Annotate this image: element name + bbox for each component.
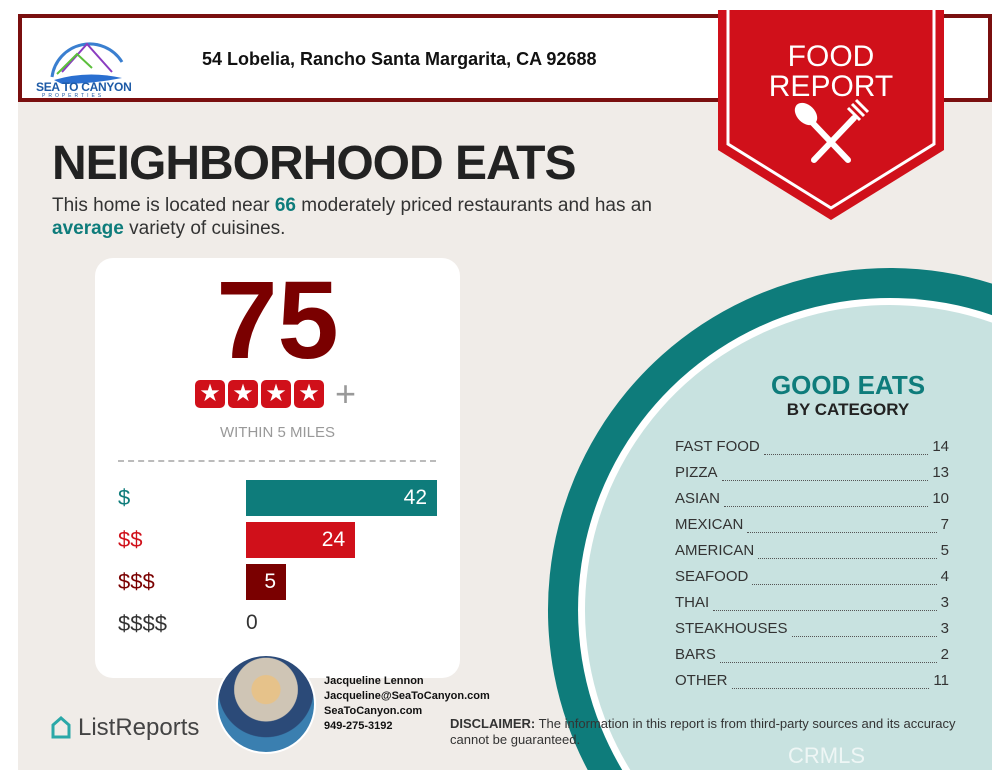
dot-leader: [713, 609, 937, 611]
score-card: 75 ★ ★ ★ ★ + WITHIN 5 MILES $42 $$ 24 $$$ 5 $…: [95, 258, 460, 678]
disclaimer: DISCLAIMER: The information in this repo…: [450, 716, 956, 747]
crmls-watermark: CRMLS: [788, 743, 866, 768]
category-name: THAI: [675, 594, 710, 611]
agent-phone[interactable]: 949-275-3192: [324, 720, 393, 732]
category-item: BARS 2: [675, 646, 949, 672]
price-bar-row: $$$$ 0: [118, 606, 438, 642]
category-item: SEAFOOD 4: [675, 568, 949, 594]
category-count: 2: [940, 646, 949, 663]
category-count: 3: [940, 620, 949, 637]
price-tier-label: $$: [118, 527, 143, 552]
category-item: FAST FOOD 14: [675, 438, 949, 464]
dot-leader: [791, 635, 937, 637]
star-icon: ★: [195, 380, 225, 408]
dot-leader: [724, 505, 929, 507]
logo-subtext: PROPERTIES: [42, 93, 105, 99]
page-title: NEIGHBORHOOD EATS: [52, 137, 576, 190]
dot-leader: [763, 453, 929, 455]
category-count: 4: [940, 568, 949, 585]
price-bar-row: $$ 24: [118, 522, 438, 558]
sea-to-canyon-logo: [50, 42, 124, 84]
category-count: 10: [932, 490, 949, 507]
price-tier-label: $$$: [118, 569, 155, 594]
category-item: MEXICAN 7: [675, 516, 949, 542]
category-item: THAI 3: [675, 594, 949, 620]
category-count: 3: [940, 594, 949, 611]
property-address: 54 Lobelia, Rancho Santa Margarita, CA 9…: [202, 49, 597, 69]
category-item: ASIAN 10: [675, 490, 949, 516]
circle-inner-fill: [584, 305, 992, 770]
category-name: AMERICAN: [675, 542, 755, 559]
category-count: 13: [932, 464, 949, 481]
intro-text: This home is located near 66 moderately …: [52, 195, 652, 239]
restaurant-score: 75: [216, 259, 339, 382]
dot-leader: [721, 479, 929, 481]
price-bar: 5: [246, 564, 286, 600]
category-count: 14: [932, 438, 949, 455]
star-icon: ★: [228, 380, 258, 408]
category-name: ASIAN: [675, 490, 721, 507]
price-tier-label: $$$$: [118, 611, 167, 636]
category-item: STEAKHOUSES 3: [675, 620, 949, 646]
category-name: MEXICAN: [675, 516, 744, 533]
listreports-icon: [51, 716, 71, 739]
dot-leader: [752, 583, 937, 585]
category-name: PIZZA: [675, 464, 718, 481]
plus-icon: +: [335, 373, 357, 414]
within-label: WITHIN 5 MILES: [219, 424, 335, 441]
dot-leader: [731, 687, 930, 689]
price-bar: 42: [246, 480, 437, 516]
category-name: STEAKHOUSES: [675, 620, 788, 637]
price-bar-value: 0: [246, 611, 258, 634]
listreports-logo: ListReports: [50, 714, 199, 742]
divider: [118, 460, 436, 462]
category-count: 11: [933, 672, 949, 689]
category-count: 7: [940, 516, 949, 533]
logo-text: SEA TO CANYON: [36, 80, 132, 94]
category-item: AMERICAN 5: [675, 542, 949, 568]
price-tier-label: $: [118, 485, 131, 510]
good-eats-subtitle: BY CATEGORY: [786, 400, 910, 419]
price-bar-row: $$$ 5: [118, 564, 438, 600]
category-name: SEAFOOD: [675, 568, 749, 585]
agent-info: Jacqueline Lennon Jacqueline@SeaToCanyon…: [324, 674, 490, 734]
dot-leader: [747, 531, 937, 533]
agent-website[interactable]: SeaToCanyon.com: [324, 705, 423, 717]
category-name: OTHER: [675, 672, 728, 689]
food-report-banner: [718, 10, 944, 220]
good-eats-circle: [547, 268, 992, 770]
category-item: OTHER 11: [675, 672, 949, 698]
spoon-fork-icon: [805, 115, 857, 163]
agent-photo: [216, 654, 316, 754]
star-icon: ★: [261, 380, 291, 408]
star-icon: ★: [294, 380, 324, 408]
category-count: 5: [940, 542, 949, 559]
category-list: FAST FOOD 14 PIZZA 13 ASIAN 10 MEXICAN 7 AMERICA…: [675, 438, 949, 698]
category-name: FAST FOOD: [675, 438, 760, 455]
food-report-title: FOOD REPORT: [768, 40, 894, 103]
good-eats-title: GOOD EATS: [770, 370, 926, 400]
price-bar-row: $42: [118, 480, 438, 516]
category-name: BARS: [675, 646, 716, 663]
price-bar: 24: [246, 522, 356, 558]
category-item: PIZZA 13: [675, 464, 949, 490]
dot-leader: [758, 557, 937, 559]
dot-leader: [719, 661, 937, 663]
report-page: SEA TO CANYON PROPERTIES 54 Lobelia, Ran…: [18, 10, 992, 770]
star-rating: ★ ★ ★ ★ +: [195, 373, 357, 414]
agent-name: Jacqueline Lennon: [324, 675, 424, 687]
agent-email[interactable]: Jacqueline@SeaToCanyon.com: [324, 690, 490, 702]
